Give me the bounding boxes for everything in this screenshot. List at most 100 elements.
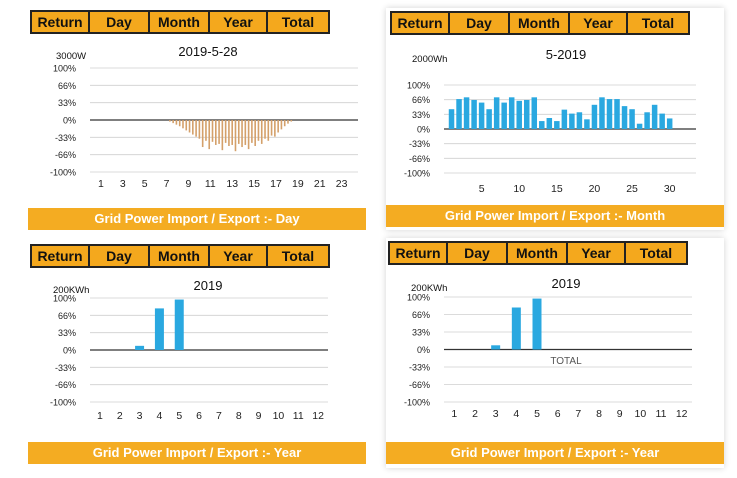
x-tick-label: 19 — [292, 178, 304, 190]
tab-return[interactable]: Return — [32, 246, 90, 266]
tab-year[interactable]: Year — [210, 12, 268, 32]
tab-month[interactable]: Month — [510, 13, 570, 33]
bar — [486, 109, 492, 129]
month-panel: Return Day Month Year Total 100% 66% 33% 0%… — [386, 8, 724, 230]
y-tick-label: 33% — [58, 328, 76, 338]
bar — [267, 120, 270, 141]
x-tick-label: 5 — [142, 178, 148, 190]
y-tick-label: 33% — [412, 328, 430, 338]
year-chart: 100%66%33%0%-33%-66%-100%1 2 3 4 5 6 7 8 9 10 11 12… — [50, 278, 328, 422]
day-chart: 100%66%33%0%-33%-66%-100%1 3 5 7 9 11 13 15 17 19… — [50, 44, 358, 190]
month-chart: 100% 66% 33% 0% -33% -66% -100% 5 10 15 20 25 30 5-20… — [404, 47, 696, 195]
bar — [254, 120, 256, 146]
bar — [546, 118, 553, 129]
tab-return[interactable]: Return — [32, 12, 90, 32]
tab-year[interactable]: Year — [568, 243, 626, 263]
bar — [195, 120, 197, 137]
y-tick-label: -66% — [409, 380, 430, 390]
bar — [231, 120, 234, 145]
tab-day[interactable]: Day — [448, 243, 508, 263]
bar — [274, 120, 276, 137]
bar — [651, 104, 658, 129]
bar — [264, 120, 266, 139]
bar — [198, 120, 201, 139]
bar — [280, 120, 283, 130]
bar — [621, 106, 628, 129]
day-panel: Return Day Month Year Total 100% 66% 33% 0%… — [28, 8, 366, 232]
bar — [463, 97, 470, 129]
bar — [192, 120, 194, 135]
bar — [287, 120, 289, 124]
tab-month[interactable]: Month — [150, 12, 210, 32]
x-tick-label: 10 — [273, 410, 285, 422]
y-tick-label: 0% — [63, 346, 76, 356]
bar — [211, 120, 214, 142]
x-tick-label: 1 — [97, 410, 103, 422]
bar — [224, 120, 227, 143]
bar — [532, 298, 542, 350]
tab-month[interactable]: Month — [150, 246, 210, 266]
tab-total[interactable]: Total — [641, 15, 675, 31]
bar — [175, 120, 178, 125]
x-tick-label: 11 — [293, 410, 304, 422]
total-banner: Grid Power Import / Export :- Year — [386, 442, 724, 464]
x-tick-label: 20 — [589, 183, 601, 195]
bar — [234, 120, 237, 152]
bar — [636, 123, 643, 129]
x-tick-label: 6 — [555, 408, 561, 420]
x-tick-label: 3 — [120, 178, 126, 190]
bar — [241, 120, 243, 148]
tab-year[interactable]: Year — [210, 246, 268, 266]
y-tick-label: 100% — [407, 293, 430, 303]
chart-title: 5-2019 — [546, 47, 586, 62]
x-tick-label: 2 — [117, 410, 123, 422]
y-tick-label: -33% — [409, 363, 430, 373]
bar — [260, 120, 263, 144]
month-banner: Grid Power Import / Export :- Month — [386, 205, 724, 227]
bar — [659, 113, 665, 129]
bar — [208, 120, 211, 150]
bar — [185, 120, 188, 131]
bar — [569, 113, 575, 129]
total-chart: 100%66%33%0%-33%-66%-100%1 2 3 4 5 6 7 8 9 10 11 12… — [404, 276, 692, 420]
tab-day[interactable]: Day — [90, 246, 150, 266]
x-tick-label: 10 — [634, 408, 646, 420]
tab-total[interactable]: Total — [281, 14, 315, 30]
bar — [629, 109, 635, 129]
bar — [237, 120, 240, 144]
x-tick-label: 4 — [513, 408, 519, 420]
x-tick-label: 11 — [205, 178, 216, 190]
bar — [531, 97, 538, 129]
tab-month[interactable]: Month — [508, 243, 568, 263]
tab-return[interactable]: Return — [390, 243, 448, 263]
tab-return[interactable]: Return — [392, 13, 450, 33]
bar — [221, 120, 224, 151]
bar — [201, 120, 204, 148]
bar — [172, 120, 174, 124]
bar — [501, 102, 507, 129]
y-tick-label: -66% — [409, 154, 430, 164]
tab-day[interactable]: Day — [90, 12, 150, 32]
bar — [277, 120, 279, 133]
x-tick-label: 6 — [196, 410, 202, 422]
x-tick-label: 7 — [575, 408, 581, 420]
year-panel: Return Day Month Year Total 100% 66% 33% 0%… — [28, 242, 366, 468]
tab-year[interactable]: Year — [570, 13, 628, 33]
x-tick-label: 25 — [626, 183, 638, 195]
bar — [644, 112, 650, 129]
bar — [174, 299, 184, 350]
x-tick-label: 7 — [216, 410, 222, 422]
x-tick-label: 4 — [156, 410, 162, 422]
y-tick-label: 33% — [412, 110, 430, 120]
bar — [188, 120, 191, 133]
day-banner: Grid Power Import / Export :- Day — [28, 208, 366, 230]
tab-total[interactable]: Total — [639, 245, 673, 261]
bar — [182, 120, 184, 129]
tab-day[interactable]: Day — [450, 13, 510, 33]
y-tick-label: -33% — [55, 133, 76, 143]
bar — [169, 120, 171, 122]
y-tick-label: -100% — [404, 398, 430, 408]
y-tick-label: -100% — [50, 398, 76, 408]
tab-total[interactable]: Total — [281, 248, 315, 264]
unit-label: 2000Wh — [412, 54, 447, 65]
